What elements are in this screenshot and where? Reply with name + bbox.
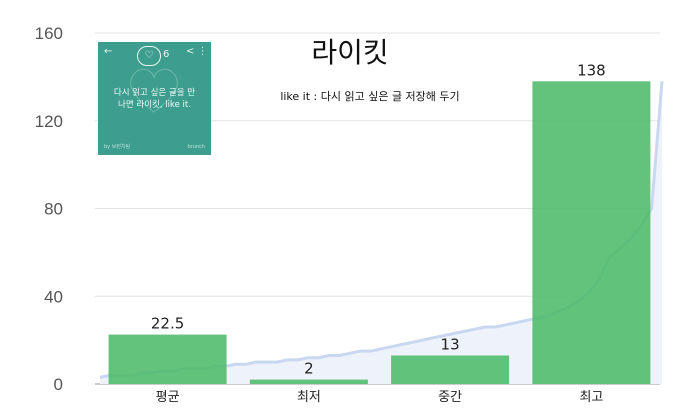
thumbnail-caption-line2: 나면 라이킷, like it.: [118, 100, 191, 110]
back-arrow-icon: ←: [104, 46, 113, 57]
like-heart-badge-icon: ♡: [137, 46, 161, 66]
thumbnail-caption: 다시 읽고 싶은 글을 만 나면 라이킷, like it.: [102, 87, 207, 111]
y-tick-label: 80: [44, 200, 63, 219]
bar-value-label: 2: [304, 360, 314, 378]
chart-title: 라이킷: [311, 36, 388, 69]
y-tick-label: 40: [44, 287, 63, 306]
bars: [108, 81, 651, 385]
y-tick-label: 160: [35, 24, 63, 43]
y-axis-ticks: 0 40 80 120 160: [35, 24, 63, 394]
value-labels: 22.5 2 13 138: [151, 61, 606, 377]
x-category-label: 평균: [156, 390, 180, 405]
bar-value-label: 13: [441, 336, 460, 354]
share-menu-icon: < ⋮: [186, 46, 208, 57]
thumbnail-caption-line1: 다시 읽고 싶은 글을 만: [113, 88, 196, 98]
heart-outline-icon: [130, 68, 178, 113]
x-category-label: 최고: [579, 390, 603, 405]
thumbnail-footer-author: by 브런치팀: [104, 144, 131, 150]
brunch-thumbnail: ← ♡ 6 < ⋮ 다시 읽고 싶은 글을 만 나면 라이킷, like it.…: [98, 42, 211, 155]
bar-4: [532, 81, 651, 385]
y-tick-label: 0: [54, 375, 63, 394]
bar-3: [391, 355, 510, 384]
thumbnail-footer-brand: brunch: [187, 144, 206, 150]
chart-subtitle: like it : 다시 읽고 싶은 글 저장해 두기: [280, 89, 459, 103]
like-count: 6: [163, 49, 170, 60]
bar-value-label: 22.5: [151, 315, 184, 333]
y-tick-label: 120: [35, 112, 63, 131]
bar-1: [108, 334, 227, 384]
x-category-label: 최저: [297, 390, 321, 405]
x-category-label: 중간: [438, 390, 462, 405]
x-axis-categories: 평균 최저 중간 최고: [156, 390, 604, 405]
bar-value-label: 138: [577, 61, 606, 79]
bar-2: [249, 379, 368, 384]
